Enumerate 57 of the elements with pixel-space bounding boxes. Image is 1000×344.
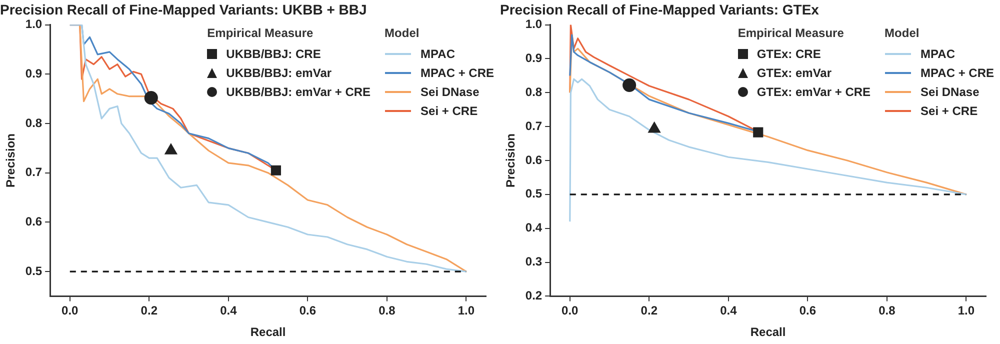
x-tick-label: 0.0 <box>62 304 79 318</box>
legend-label: MPAC + CRE <box>420 66 494 80</box>
y-tick-label: 0.9 <box>525 51 542 66</box>
legend-label: UKBB/BBJ: emVar + CRE <box>226 84 371 98</box>
legend-label: GTEx: emVar <box>756 66 832 80</box>
point <box>648 122 660 133</box>
y-axis-title: Precision <box>504 133 518 188</box>
y-tick-label: 0.5 <box>25 264 42 278</box>
legend-label: MPAC + CRE <box>920 66 994 80</box>
x-tick-label: 1.0 <box>958 304 975 318</box>
legend-title: Model <box>884 26 920 40</box>
y-tick-label: 0.5 <box>525 186 542 201</box>
legend-label: UKBB/BBJ: emVar <box>226 66 332 80</box>
legend-label: Sei DNase <box>420 84 480 98</box>
x-tick-label: 0.8 <box>378 304 396 318</box>
legend-label: Sei + CRE <box>920 104 978 118</box>
x-axis-title: Recall <box>250 325 286 340</box>
x-tick-label: 0.4 <box>220 304 238 318</box>
x-tick-label: 0.6 <box>799 304 816 318</box>
y-tick-label: 0.3 <box>525 254 542 269</box>
x-tick-label: 0.8 <box>878 304 896 318</box>
chart-title: Precision Recall of Fine-Mapped Variants: UKBB + BBJ <box>0 1 367 18</box>
y-tick-label: 0.7 <box>525 118 542 133</box>
y-tick-label: 0.8 <box>25 116 42 130</box>
y-tick-label: 0.6 <box>525 152 542 167</box>
y-tick-label: 1.0 <box>525 17 542 32</box>
y-tick-label: 1.0 <box>25 17 42 32</box>
point <box>144 91 158 105</box>
y-tick-label: 0.8 <box>525 84 542 99</box>
y-tick-label: 0.6 <box>25 214 42 228</box>
legend-label: Sei DNase <box>920 84 980 98</box>
x-tick-label: 0.0 <box>562 304 579 318</box>
point <box>164 144 177 154</box>
legend-title: Model <box>384 26 420 40</box>
legend-label: Sei + CRE <box>420 104 478 118</box>
y-tick-label: 0.4 <box>525 220 542 235</box>
y-axis-title: Precision <box>4 133 18 188</box>
annotation: Empirical Measure <box>207 26 314 40</box>
chart-title: Precision Recall of Fine-Mapped Variants: GTEx <box>500 1 820 18</box>
y-tick-label: 0.7 <box>25 165 42 180</box>
point <box>622 78 636 92</box>
x-axis-title: Recall <box>750 325 786 340</box>
x-tick-label: 0.6 <box>299 304 316 318</box>
x-tick-label: 1.0 <box>458 304 475 318</box>
legend-label: MPAC <box>920 46 955 60</box>
x-tick-label: 0.2 <box>640 304 658 318</box>
annotation: Empirical Measure <box>738 26 845 40</box>
legend-label: MPAC <box>420 46 455 60</box>
x-tick-label: 0.4 <box>720 304 738 318</box>
legend-label: GTEx: CRE <box>756 46 821 60</box>
x-tick-label: 0.2 <box>140 304 158 318</box>
legend-label: UKBB/BBJ: CRE <box>226 46 321 60</box>
point <box>753 127 764 138</box>
y-tick-label: 0.2 <box>525 288 542 303</box>
y-tick-label: 0.9 <box>25 66 42 80</box>
legend-label: GTEx: emVar + CRE <box>756 84 871 98</box>
point <box>270 165 282 176</box>
